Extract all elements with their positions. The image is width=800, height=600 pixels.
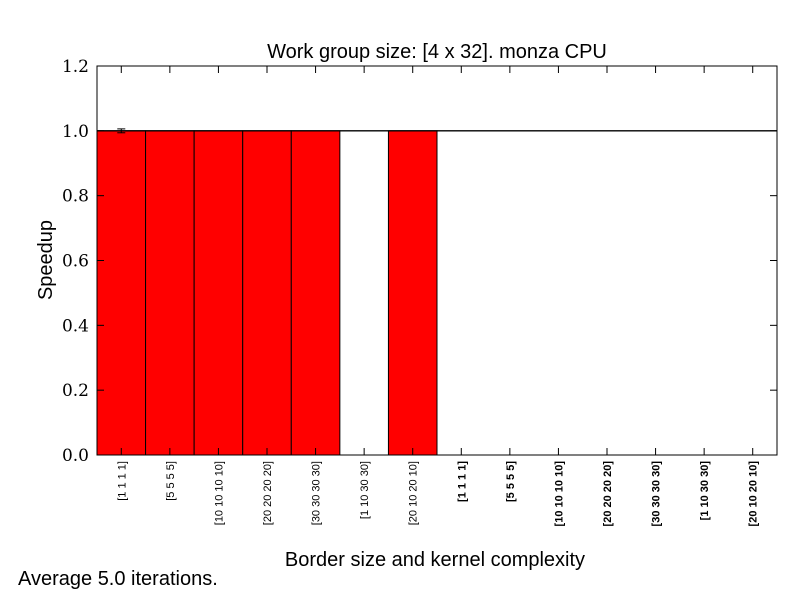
plot-area: 0.0 0.2 0.4 0.6 0.8 1.0 1.2 [1 1 1 1] [5 5 5 5] […: [62, 57, 778, 527]
bar: [145, 130, 195, 456]
bar: [242, 130, 292, 456]
y-axis-label: Speedup: [35, 220, 57, 300]
y-tick-label: 0.6: [62, 252, 89, 272]
x-tick-label: [1 10 30 30]: [699, 461, 711, 521]
x-tick-label: [1 10 30 30]: [359, 461, 371, 519]
x-tick-label: [10 10 10 10]: [213, 461, 225, 525]
x-tick-label: [10 10 10 10]: [553, 461, 565, 527]
x-tick-label: [5 5 5 5]: [165, 461, 177, 501]
y-tick-label: 0.2: [62, 381, 89, 401]
x-tick-label: [20 10 20 10]: [408, 461, 420, 525]
bar: [96, 130, 147, 456]
y-tick-label: 1.0: [62, 122, 89, 142]
x-tick-label: [1 1 1 1]: [456, 461, 468, 502]
x-axis-label: Border size and kernel complexity: [285, 549, 585, 571]
x-tick-label: [5 5 5 5]: [505, 461, 517, 502]
x-tick-label: [20 20 20 20]: [602, 461, 614, 527]
bar: [193, 130, 244, 456]
x-tick-label: [30 30 30 30]: [311, 461, 323, 525]
x-tick-label: [20 20 20 20]: [262, 461, 274, 525]
chart-title: Work group size: [4 x 32]. monza CPU: [267, 41, 607, 63]
y-tick-label: 0.0: [62, 446, 89, 466]
y-tick-label: 1.2: [62, 57, 89, 77]
x-tick-label: [30 30 30 30]: [651, 461, 663, 527]
footnote: Average 5.0 iterations.: [18, 568, 218, 590]
x-tick-label: [1 1 1 1]: [116, 461, 128, 501]
bar: [290, 130, 341, 456]
bar: [387, 130, 438, 456]
x-tick-label: [20 10 20 10]: [748, 461, 760, 527]
y-tick-label: 0.8: [62, 187, 89, 207]
y-tick-label: 0.4: [62, 316, 89, 336]
